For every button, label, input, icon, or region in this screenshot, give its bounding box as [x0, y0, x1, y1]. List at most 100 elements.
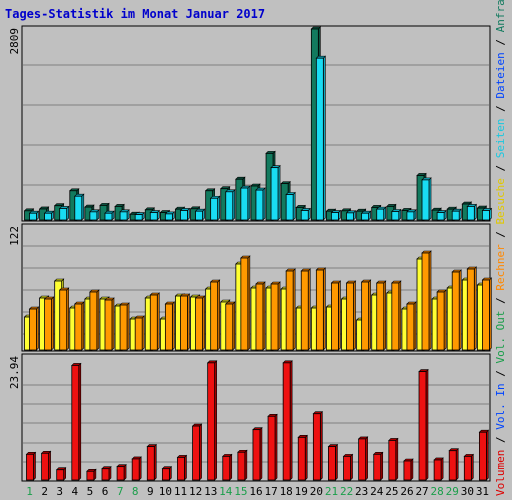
bar	[222, 453, 233, 481]
day-labels: 1 2 3 4 5 6 7 8 9 10 11 12 13 14 15 16 17 18 19 20 21 22 23 24 2…	[26, 485, 489, 498]
bar	[89, 289, 100, 351]
bar	[330, 209, 342, 221]
bar	[463, 453, 475, 481]
legend-part: Volumen	[494, 450, 507, 496]
bar	[376, 280, 387, 351]
bar	[255, 281, 266, 351]
bar	[225, 189, 236, 221]
day-label: 20	[310, 485, 323, 498]
bar	[194, 208, 206, 221]
bar	[360, 210, 372, 221]
bar	[315, 267, 327, 351]
bar	[43, 296, 55, 351]
day-label: 4	[72, 485, 79, 498]
day-label: 26	[400, 485, 413, 498]
bar	[466, 203, 478, 221]
bar	[74, 193, 85, 221]
day-label: 31	[476, 485, 489, 498]
bar	[206, 360, 218, 481]
bar	[101, 465, 112, 481]
day-label: 16	[249, 485, 262, 498]
panel-hits: 2809	[8, 25, 493, 222]
legend-part: Besuche	[494, 178, 507, 224]
bar	[134, 211, 145, 221]
bar	[270, 164, 281, 221]
bar	[342, 453, 354, 481]
bar	[300, 207, 311, 221]
bar	[403, 458, 414, 481]
legend-part: /	[494, 430, 507, 450]
bar	[116, 463, 127, 481]
day-label: 27	[415, 485, 428, 498]
bar	[433, 457, 444, 481]
day-label: 6	[102, 485, 109, 498]
bar	[406, 209, 417, 221]
bar	[191, 423, 203, 481]
bar	[149, 209, 160, 221]
bar	[179, 293, 191, 351]
y-max-label: 2809	[8, 28, 21, 55]
day-label: 29	[446, 485, 459, 498]
bar	[451, 269, 462, 351]
day-label: 10	[159, 485, 172, 498]
bar	[481, 277, 493, 351]
day-label: 14	[219, 485, 233, 498]
bar	[164, 301, 176, 351]
day-label: 7	[117, 485, 124, 498]
chart-title: Tages-Statistik im Monat Januar 2017	[5, 7, 265, 21]
bar	[466, 266, 478, 351]
legend-part: Rechner	[494, 244, 507, 291]
day-label: 2	[41, 485, 48, 498]
panel-volume: 23.94	[8, 353, 491, 482]
bar	[421, 250, 432, 351]
bar	[74, 301, 85, 351]
bar	[270, 281, 281, 351]
legend-part: /	[494, 224, 507, 244]
bar	[28, 210, 40, 221]
day-label: 25	[385, 485, 398, 498]
day-label: 24	[370, 485, 384, 498]
bar	[58, 287, 70, 351]
series-seiten	[28, 55, 493, 221]
day-label: 28	[431, 485, 444, 498]
bar	[315, 55, 327, 221]
day-label: 3	[56, 485, 63, 498]
bar	[330, 280, 342, 351]
bar	[252, 426, 263, 481]
bar	[436, 289, 447, 351]
bar	[360, 279, 372, 351]
legend-part: /	[494, 99, 507, 119]
day-label: 11	[174, 485, 187, 498]
bar	[357, 436, 369, 481]
bar	[421, 177, 432, 221]
day-label: 22	[340, 485, 353, 498]
bar	[300, 268, 311, 351]
bar	[481, 207, 493, 221]
y-max-label: 122	[8, 226, 21, 246]
bar	[146, 443, 157, 481]
day-label: 13	[204, 485, 217, 498]
bar	[179, 207, 191, 221]
bar	[104, 210, 115, 221]
bar	[89, 209, 100, 221]
bar	[209, 195, 221, 221]
bar	[406, 301, 417, 351]
bar	[176, 454, 188, 481]
bar	[240, 255, 251, 351]
day-label: 19	[295, 485, 308, 498]
bar	[285, 191, 296, 221]
day-label: 15	[234, 485, 247, 498]
day-label: 17	[264, 485, 277, 498]
bar	[312, 410, 324, 481]
series-volumen	[25, 360, 490, 481]
bar	[149, 292, 160, 351]
legend-part: /	[494, 158, 507, 178]
bar	[134, 315, 145, 351]
legend-part: Vol. Out	[494, 311, 507, 364]
day-label: 9	[147, 485, 154, 498]
bar	[209, 279, 221, 351]
legend-part: Seiten	[494, 118, 507, 158]
bar	[161, 465, 173, 481]
bar	[43, 210, 55, 221]
bar	[267, 413, 278, 481]
